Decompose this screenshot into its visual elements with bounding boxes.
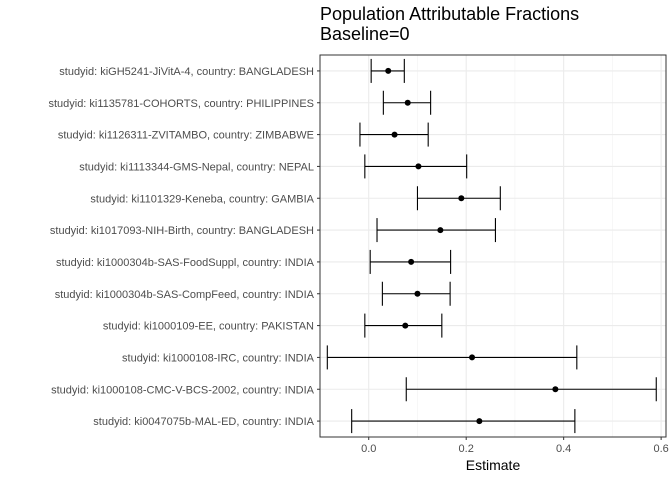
y-tick-label: studyid: ki1101329-Keneba, country: GAMB… xyxy=(90,193,314,205)
y-tick-label: studyid: ki1000304b-SAS-CompFeed, countr… xyxy=(55,289,315,301)
estimate-point xyxy=(408,258,415,265)
major-grid-x xyxy=(368,55,662,437)
estimate-row xyxy=(351,409,576,434)
x-axis-label: Estimate xyxy=(466,457,521,473)
y-tick-label: studyid: ki0047075b-MAL-ED, country: IND… xyxy=(93,416,314,428)
estimate-point xyxy=(385,67,392,74)
estimate-row xyxy=(381,281,451,306)
major-grid-y xyxy=(320,70,666,422)
estimate-row xyxy=(370,58,405,83)
x-tick-label: 0.2 xyxy=(459,443,474,455)
estimate-row xyxy=(359,122,429,147)
x-axis: 0.0 0.2 0.4 0.6 xyxy=(361,437,669,455)
estimate-point xyxy=(476,418,483,425)
estimate-row xyxy=(369,249,452,274)
estimate-row xyxy=(416,186,501,211)
estimate-point xyxy=(552,386,559,393)
estimate-marks xyxy=(326,58,657,434)
y-axis: studyid: kiGH5241-JiVitA-4, country: BAN… xyxy=(48,66,320,428)
chart-title: Population Attributable Fractions xyxy=(320,4,580,24)
y-tick-label: studyid: ki1000108-CMC-V-BCS-2002, count… xyxy=(51,384,315,396)
estimate-point xyxy=(437,227,444,234)
estimate-row xyxy=(326,345,578,370)
estimate-point xyxy=(404,99,411,106)
estimate-point xyxy=(415,163,422,170)
y-tick-label: studyid: ki1113344-GMS-Nepal, country: N… xyxy=(79,161,314,173)
panel-border xyxy=(319,54,667,438)
estimate-row xyxy=(364,154,468,179)
estimate-row xyxy=(405,377,657,402)
y-tick-label: studyid: ki1017093-NIH-Birth, country: B… xyxy=(50,225,314,237)
y-tick-label: studyid: ki1000304b-SAS-FoodSuppl, count… xyxy=(56,257,315,269)
estimate-row xyxy=(364,313,443,338)
estimate-point xyxy=(402,322,409,329)
y-tick-label: studyid: ki1000109-EE, country: PAKISTAN xyxy=(103,321,314,333)
chart-subtitle: Baseline=0 xyxy=(320,24,410,44)
y-tick-label: studyid: ki1126311-ZVITAMBO, country: ZI… xyxy=(58,130,314,142)
estimate-point xyxy=(391,131,398,138)
estimate-point xyxy=(469,354,476,361)
x-tick-label: 0.0 xyxy=(361,443,376,455)
y-tick-label: studyid: ki1000108-IRC, country: INDIA xyxy=(122,352,315,364)
estimate-row xyxy=(376,218,496,243)
estimate-point xyxy=(458,195,465,202)
x-tick-label: 0.4 xyxy=(556,443,571,455)
y-tick-label: studyid: kiGH5241-JiVitA-4, country: BAN… xyxy=(59,66,314,78)
estimate-point xyxy=(414,290,421,297)
x-tick-label: 0.6 xyxy=(653,443,668,455)
y-tick-label: studyid: ki1135781-COHORTS, country: PHI… xyxy=(48,98,314,110)
estimate-row xyxy=(382,90,432,115)
